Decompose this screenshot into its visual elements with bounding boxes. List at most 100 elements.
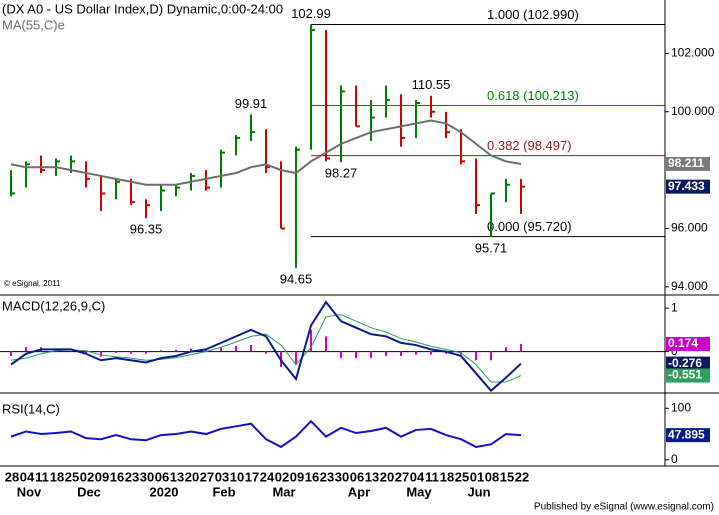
x-tick-label: 02 [275, 469, 289, 484]
x-tick-label: 01 [470, 469, 484, 484]
x-tick-label: 02 [80, 469, 94, 484]
rsi-line [10, 419, 522, 449]
x-tick-label: 06 [350, 469, 364, 484]
histogram-bar [340, 351, 342, 359]
month-label: Mar [272, 484, 295, 499]
x-tick-label: 23 [320, 469, 334, 484]
histogram-bar [190, 348, 192, 352]
x-tick-label: 04 [410, 469, 425, 484]
annotation: 99.91 [235, 96, 268, 111]
histogram-bar [220, 347, 222, 352]
x-tick-label: 08 [485, 469, 499, 484]
x-tick-label: 20 [380, 469, 394, 484]
month-label: Dec [77, 484, 101, 499]
histogram-bar [250, 345, 252, 352]
signal-line [10, 314, 522, 383]
x-tick-label: 27 [395, 469, 409, 484]
x-tick-label: 06 [155, 469, 169, 484]
annotation: 94.65 [280, 271, 313, 286]
x-tick-label: 27 [200, 469, 214, 484]
x-tick-label: 13 [365, 469, 379, 484]
y-tick-label: 94.000 [671, 279, 708, 293]
histogram-bar [385, 351, 387, 356]
y-tick-label: 0 [671, 452, 678, 466]
x-tick-label: 09 [95, 469, 109, 484]
panel-title: MACD(12,26,9,C) [2, 298, 105, 313]
histogram-bar [445, 351, 447, 354]
histogram-bar [100, 351, 102, 357]
histogram-bar [160, 350, 162, 352]
month-label: May [406, 484, 432, 499]
x-tick-label: 22 [515, 469, 529, 484]
x-tick-label: 09 [290, 469, 304, 484]
value-box [666, 337, 710, 352]
value-box-label: 47.895 [668, 427, 705, 441]
month-label: 2020 [150, 484, 179, 499]
y-tick-label: 1 [671, 300, 678, 314]
histogram-bar [370, 351, 372, 359]
x-tick-label: 30 [335, 469, 349, 484]
x-tick-label: 18 [440, 469, 454, 484]
x-tick-label: 20 [185, 469, 199, 484]
x-tick-label: 13 [170, 469, 184, 484]
fib-label: 0.382 (98.497) [487, 138, 572, 153]
annotation: 96.35 [130, 222, 163, 237]
macd-line [10, 300, 522, 393]
value-box-label: 97.433 [668, 179, 705, 193]
value-box-label: 98.211 [668, 156, 704, 170]
value-box [666, 428, 710, 443]
histogram-bar [25, 347, 27, 352]
histogram-bar [490, 351, 492, 361]
x-tick-label: 04 [20, 469, 35, 484]
y-tick-label: 96.000 [671, 221, 708, 235]
x-tick-label: 28 [5, 469, 19, 484]
annotation: 102.99 [291, 6, 331, 21]
x-tick-label: 24 [260, 469, 275, 484]
value-box-label: 0.174 [668, 336, 698, 350]
histogram-bar [145, 351, 147, 354]
x-tick-label: 03 [215, 469, 229, 484]
histogram-bar [265, 351, 267, 354]
y-tick-label: 100 [671, 400, 691, 414]
y-tick-label: 102.000 [671, 46, 715, 60]
histogram-bar [175, 349, 177, 352]
month-label: Nov [17, 484, 42, 499]
chart-title: (DX A0 - US Dollar Index,D) Dynamic,0:00… [2, 1, 283, 16]
fib-label: 0.618 (100.213) [487, 88, 579, 103]
histogram-bar [115, 351, 117, 353]
x-tick-label: 11 [35, 469, 49, 484]
x-tick-label: 17 [245, 469, 259, 484]
fib-label: 0.000 (95.720) [487, 219, 572, 234]
histogram-bar [310, 329, 312, 352]
fib-label: 1.000 (102.990) [487, 7, 579, 22]
y-tick-label: 100.000 [671, 104, 715, 118]
histogram-bar [325, 336, 327, 352]
histogram-bar [130, 351, 132, 354]
value-box [666, 368, 710, 383]
histogram-bar [475, 351, 477, 361]
value-box [666, 156, 710, 171]
value-box-label: -0.551 [668, 368, 702, 382]
annotation: 95.71 [475, 240, 508, 255]
histogram-bar [295, 351, 297, 365]
month-label: Feb [212, 484, 235, 499]
x-tick-label: 16 [110, 469, 124, 484]
value-box-label: -0.276 [668, 356, 702, 370]
histogram-bar [430, 351, 432, 355]
x-tick-label: 16 [305, 469, 319, 484]
value-box [666, 356, 710, 371]
moving-average [10, 119, 522, 186]
x-tick-label: 18 [50, 469, 64, 484]
value-box [666, 179, 710, 194]
x-tick-label: 25 [65, 469, 79, 484]
footer: Published by eSignal (www.esignal.com) [534, 502, 714, 513]
x-tick-label: 23 [125, 469, 139, 484]
x-tick-label: 15 [500, 469, 514, 484]
annotation: 110.55 [412, 77, 451, 92]
histogram-bar [400, 351, 402, 356]
histogram-bar [520, 344, 522, 352]
credit: © eSignal, 2011 [4, 279, 61, 288]
month-label: Jun [467, 484, 490, 499]
